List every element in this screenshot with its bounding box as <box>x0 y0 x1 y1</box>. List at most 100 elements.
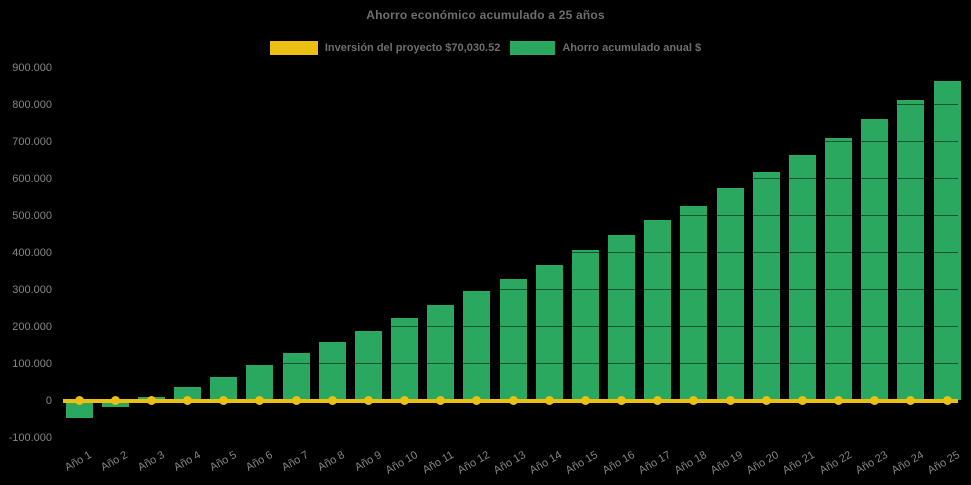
line-marker[interactable] <box>942 396 952 405</box>
line-marker[interactable] <box>761 396 771 405</box>
gridline <box>63 363 958 364</box>
line-marker[interactable] <box>580 396 590 405</box>
x-tick-label: Año 13 <box>491 449 528 477</box>
bar[interactable] <box>788 155 816 401</box>
chart-title: Ahorro económico acumulado a 25 años <box>366 8 605 22</box>
x-tick-label: Año 21 <box>781 449 818 477</box>
gridline <box>63 437 958 438</box>
y-tick-label: 700.000 <box>12 135 52 148</box>
line-marker[interactable] <box>689 396 699 405</box>
bar[interactable] <box>246 364 274 401</box>
line-marker[interactable] <box>363 396 373 405</box>
bar[interactable] <box>825 137 852 401</box>
bar[interactable] <box>680 205 708 401</box>
line-marker[interactable] <box>110 396 120 405</box>
line-marker[interactable] <box>146 396 156 405</box>
line-marker[interactable] <box>74 396 84 405</box>
bar[interactable] <box>644 219 672 401</box>
bar[interactable] <box>391 317 418 401</box>
y-tick-label: 100.000 <box>12 357 52 370</box>
y-tick-label: -100.000 <box>8 431 52 444</box>
x-tick-label: Año 11 <box>420 449 456 477</box>
gridline <box>63 178 958 179</box>
line-marker[interactable] <box>797 396 807 405</box>
legend-item-inversion[interactable]: Inversión del proyecto $70,030.52 <box>269 41 501 55</box>
gridline <box>63 215 958 216</box>
bar[interactable] <box>752 172 780 401</box>
x-tick-label: Año 2 <box>99 449 131 474</box>
x-tick-label: Año 24 <box>889 449 926 477</box>
gridline <box>63 67 958 68</box>
legend-label-inversion: Inversión del proyecto $70,030.52 <box>324 42 501 54</box>
x-tick-label: Año 17 <box>636 449 673 477</box>
y-tick-label: 400.000 <box>12 246 52 259</box>
bar[interactable] <box>65 400 93 418</box>
bar[interactable] <box>897 99 925 401</box>
line-marker[interactable] <box>544 396 554 405</box>
x-tick-label: Año 18 <box>672 449 709 477</box>
bar[interactable] <box>354 330 382 401</box>
x-tick-label: Año 8 <box>316 449 348 474</box>
x-tick-label: Año 4 <box>171 449 203 474</box>
line-marker[interactable] <box>255 396 265 405</box>
x-tick-label: Año 5 <box>207 449 239 474</box>
gridline <box>63 252 958 253</box>
line-marker[interactable] <box>327 396 337 405</box>
x-tick-label: Año 1 <box>63 449 94 474</box>
x-tick-label: Año 6 <box>243 449 275 474</box>
bar[interactable] <box>861 118 889 401</box>
bar[interactable] <box>210 376 238 401</box>
line-marker[interactable] <box>291 396 301 405</box>
x-tick-label: Año 3 <box>135 449 167 474</box>
legend-label-ahorro: Ahorro acumulado anual $ <box>562 42 702 54</box>
y-tick-label: 300.000 <box>12 283 52 296</box>
line-marker[interactable] <box>725 396 735 405</box>
x-tick-label: Año 19 <box>708 449 745 477</box>
bar[interactable] <box>933 80 961 401</box>
bar[interactable] <box>174 386 201 401</box>
gridline <box>63 104 958 105</box>
bar[interactable] <box>608 235 635 401</box>
line-marker[interactable] <box>870 396 880 405</box>
legend-swatch-ahorro-icon <box>510 41 556 55</box>
y-tick-label: 800.000 <box>12 98 52 111</box>
gridline <box>63 141 958 142</box>
bar[interactable] <box>427 304 455 401</box>
y-tick-label: 0 <box>45 394 52 407</box>
line-marker[interactable] <box>219 396 229 405</box>
line-marker[interactable] <box>436 396 446 405</box>
bar[interactable] <box>716 188 744 401</box>
bar[interactable] <box>318 342 346 401</box>
x-tick-label: Año 14 <box>527 449 565 477</box>
x-tick-label: Año 20 <box>744 449 782 477</box>
x-tick-label: Año 9 <box>352 449 384 474</box>
x-tick-label: Año 15 <box>564 449 601 477</box>
line-marker[interactable] <box>653 396 663 405</box>
legend-item-ahorro[interactable]: Ahorro acumulado anual $ <box>510 41 701 55</box>
line-marker[interactable] <box>834 396 843 405</box>
bar[interactable] <box>463 291 491 401</box>
line-marker[interactable] <box>183 396 192 405</box>
x-tick-label: Año 23 <box>853 449 890 477</box>
bar[interactable] <box>535 264 563 401</box>
bar[interactable] <box>571 249 599 401</box>
y-tick-label: 200.000 <box>12 320 52 333</box>
line-marker[interactable] <box>400 396 409 405</box>
bar[interactable] <box>282 353 310 401</box>
legend-swatch-inversion-icon <box>269 41 318 55</box>
line-marker[interactable] <box>906 396 916 405</box>
x-tick-label: Año 12 <box>455 449 492 477</box>
x-tick-label: Año 22 <box>817 449 854 477</box>
y-tick-label: 900.000 <box>12 61 52 74</box>
bar[interactable] <box>499 278 527 401</box>
x-tick-label: Año 25 <box>925 449 962 477</box>
gridline <box>63 326 958 327</box>
line-marker[interactable] <box>617 396 626 405</box>
x-tick-label: Año 7 <box>280 449 311 474</box>
gridline <box>63 289 958 290</box>
line-marker[interactable] <box>508 396 518 405</box>
line-marker[interactable] <box>472 396 482 405</box>
x-tick-label: Año 10 <box>383 449 420 477</box>
